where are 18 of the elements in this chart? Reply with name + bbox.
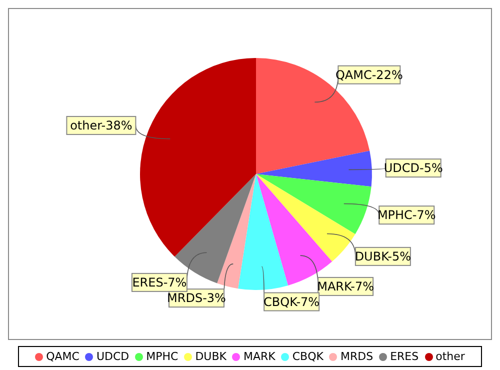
data-label: QAMC-22% [335, 68, 403, 82]
data-label: CBQK-7% [264, 294, 320, 309]
legend-label: QAMC [46, 350, 80, 363]
legend-label: other [436, 350, 465, 363]
legend-label: CBQK [292, 350, 324, 363]
legend-label: MPHC [146, 350, 178, 363]
data-label: MARK-7% [317, 279, 374, 294]
data-label: other-38% [70, 118, 132, 132]
data-label: MRDS-3% [167, 291, 226, 306]
data-label: MPHC-7% [377, 208, 436, 222]
legend-label: DUBK [195, 350, 226, 363]
legend-label: UDCD [96, 350, 130, 363]
legend-label: MARK [243, 350, 276, 363]
legend-label: MRDS [340, 350, 374, 363]
legend-label: ERES [390, 350, 419, 363]
data-label: DUBK-5% [354, 249, 412, 264]
data-label: ERES-7% [132, 275, 187, 290]
data-label: UDCD-5% [384, 161, 443, 176]
